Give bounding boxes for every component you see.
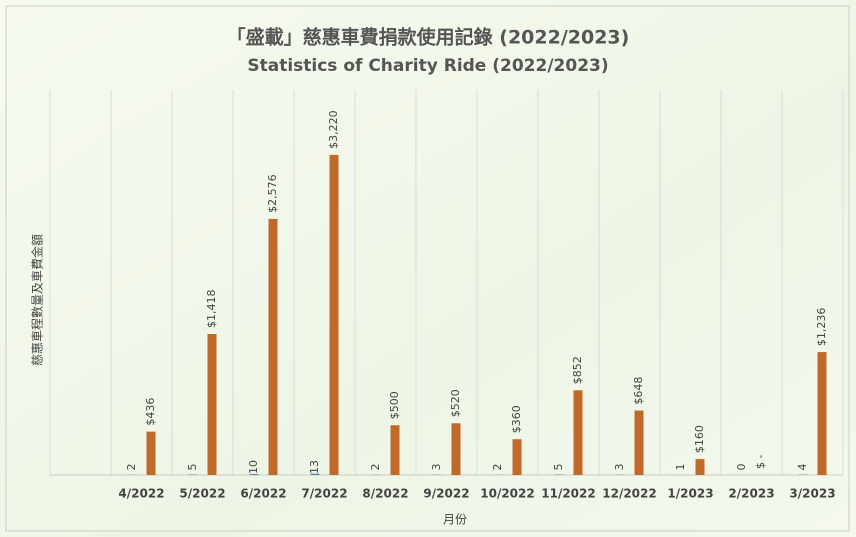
- x-tick-label: 7/2022: [301, 487, 347, 501]
- data-label: $ -: [754, 455, 767, 469]
- bar: [147, 432, 156, 475]
- y-axis-label: 慈惠車程數量及車費金額: [30, 234, 45, 366]
- data-label: 0: [735, 464, 748, 471]
- data-label: $360: [510, 405, 523, 433]
- chart-title: 「盛載」慈惠車費捐款使用記錄 (2022/2023): [227, 26, 630, 49]
- x-tick-label: 9/2022: [423, 487, 469, 501]
- data-label: $2,576: [266, 174, 279, 213]
- bar: [391, 425, 400, 475]
- bar: [635, 411, 644, 475]
- data-label: $648: [632, 377, 645, 405]
- data-label: $436: [144, 398, 157, 426]
- x-tick-label: 10/2022: [480, 487, 534, 501]
- bar: [513, 439, 522, 475]
- chart-subtitle: Statistics of Charity Ride (2022/2023): [247, 56, 608, 76]
- bar: [452, 423, 461, 475]
- x-tick-label: 12/2022: [602, 487, 656, 501]
- x-tick-label: 3/2023: [789, 487, 835, 501]
- data-label: 10: [247, 460, 260, 474]
- data-label: $500: [388, 391, 401, 419]
- data-label: 5: [552, 464, 565, 471]
- chart: 「盛載」慈惠車費捐款使用記錄 (2022/2023) Statistics of…: [0, 0, 856, 537]
- background: [0, 0, 856, 537]
- x-tick-label: 11/2022: [541, 487, 595, 501]
- bar: [269, 219, 278, 475]
- data-label: $3,220: [327, 110, 340, 149]
- data-label: 2: [369, 464, 382, 471]
- data-label: $1,236: [815, 308, 828, 347]
- x-tick-label: 5/2022: [179, 487, 225, 501]
- data-label: $852: [571, 356, 584, 384]
- data-label: 13: [308, 460, 321, 474]
- bar: [208, 334, 217, 475]
- data-label: 4: [796, 464, 809, 471]
- x-tick-label: 1/2023: [667, 487, 713, 501]
- data-label: 3: [430, 464, 443, 471]
- x-tick-label: 8/2022: [362, 487, 408, 501]
- bar: [330, 155, 339, 475]
- data-label: $1,418: [205, 290, 218, 329]
- x-tick-label: 6/2022: [240, 487, 286, 501]
- bar: [574, 390, 583, 475]
- x-axis-label: 月份: [443, 513, 467, 527]
- x-tick-label: 2/2023: [728, 487, 774, 501]
- data-label: $160: [693, 425, 706, 453]
- x-tick-label: 4/2022: [118, 487, 164, 501]
- data-label: 1: [674, 464, 687, 471]
- bar: [696, 459, 705, 475]
- data-label: 3: [613, 464, 626, 471]
- bar: [818, 352, 827, 475]
- data-label: $520: [449, 389, 462, 417]
- data-label: 2: [125, 464, 138, 471]
- data-label: 5: [186, 464, 199, 471]
- data-label: 2: [491, 464, 504, 471]
